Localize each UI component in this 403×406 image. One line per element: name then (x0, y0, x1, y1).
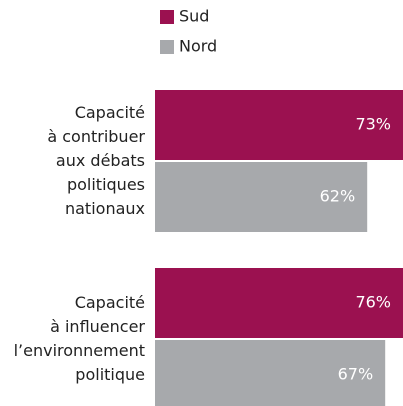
bar (155, 340, 386, 406)
category-label: Capacité à influencer l’environnement polit… (14, 293, 146, 384)
value-label: 76% (355, 293, 391, 312)
legend-label: Sud (179, 7, 209, 26)
value-label: 73% (355, 115, 391, 134)
legend-swatch (160, 40, 174, 54)
legend-swatch (160, 10, 174, 24)
bar (155, 162, 368, 232)
bar (155, 90, 403, 160)
value-label: 62% (320, 187, 356, 206)
value-label: 67% (338, 365, 374, 384)
legend-label: Nord (179, 37, 217, 56)
bar (155, 268, 403, 338)
category-label: Capacité à contribuer aux débats politiques… (47, 103, 145, 218)
